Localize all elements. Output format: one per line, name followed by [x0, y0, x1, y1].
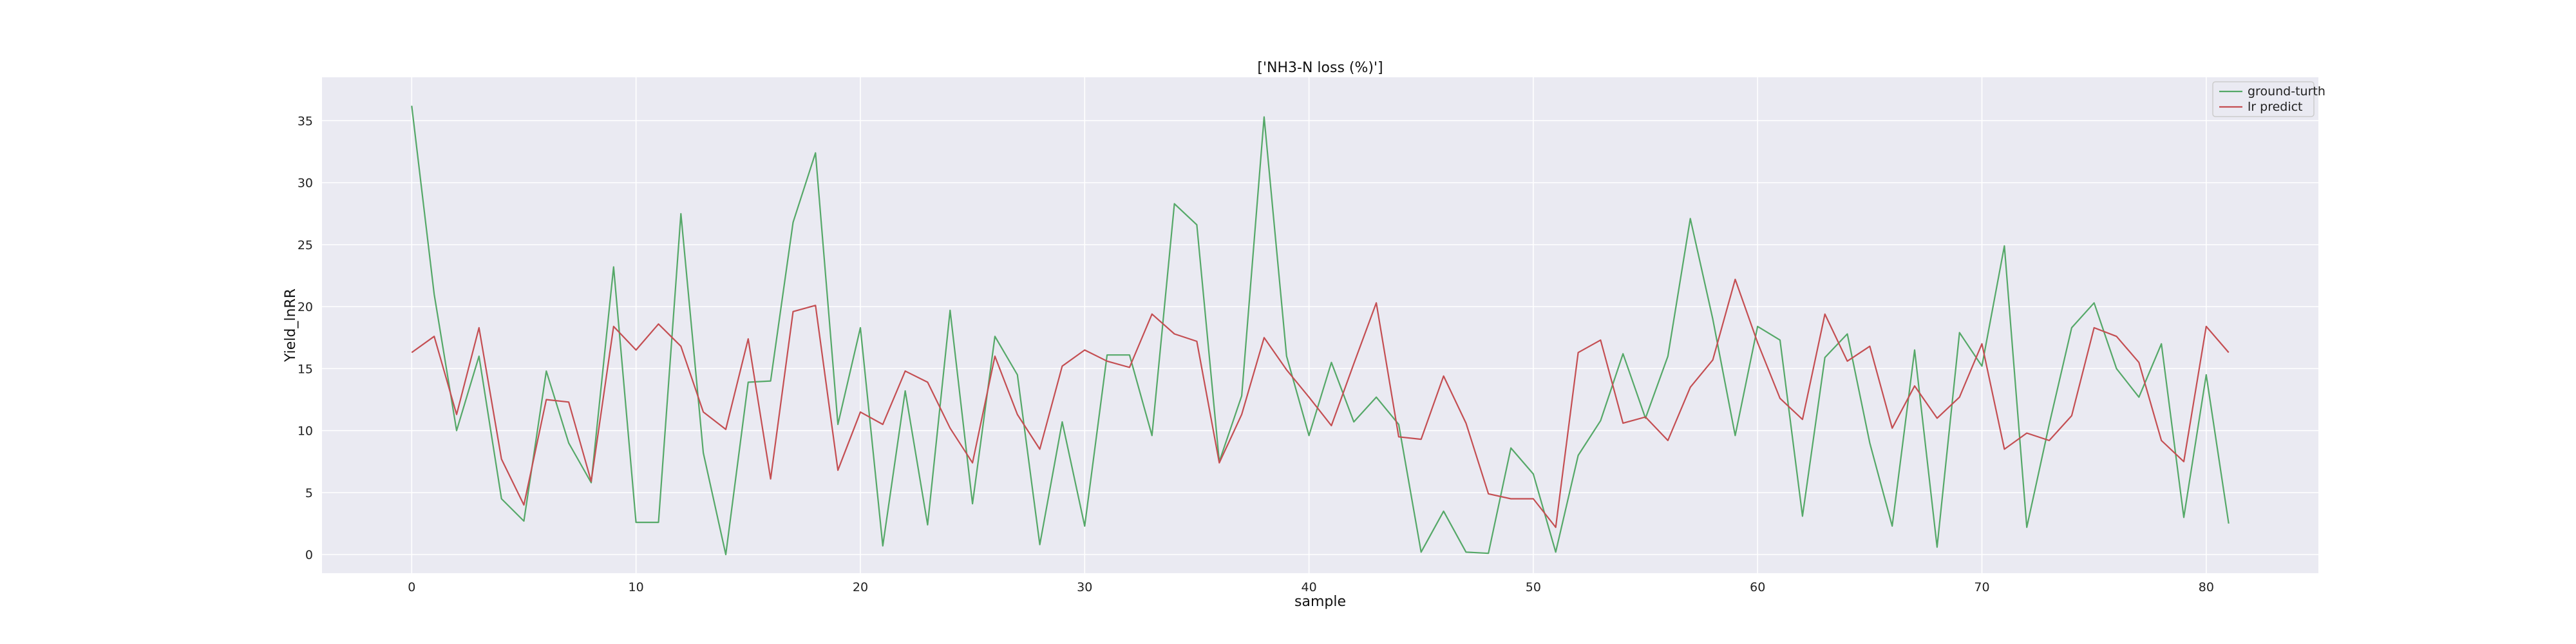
x-tick-label: 40 — [1301, 580, 1316, 594]
series-line-lr-predict — [411, 278, 2230, 528]
x-tick-label: 0 — [408, 580, 415, 594]
grid — [322, 77, 2318, 573]
x-tick-label: 80 — [2199, 580, 2214, 594]
y-tick-label: 5 — [305, 486, 313, 500]
x-tick-label: 70 — [1974, 580, 1989, 594]
x-axis-label: sample — [1294, 594, 1346, 610]
x-tick-label: 10 — [629, 580, 644, 594]
legend-label-lr-predict: lr predict — [2248, 100, 2303, 114]
y-tick-label: 30 — [298, 176, 313, 191]
y-tick-label: 20 — [298, 300, 313, 314]
x-tick-label: 30 — [1077, 580, 1092, 594]
y-tick-label: 0 — [305, 548, 313, 562]
y-tick-label: 35 — [298, 114, 313, 128]
chart-title: ['NH3-N loss (%)'] — [1257, 60, 1383, 76]
legend-box — [2212, 81, 2315, 117]
y-tick-label: 25 — [298, 238, 313, 252]
x-ticks: 0 10 20 30 40 50 60 70 80 — [408, 580, 2214, 594]
x-tick-label: 20 — [853, 580, 868, 594]
y-axis-label: Yield_lnRR — [283, 289, 299, 363]
y-tick-label: 10 — [298, 424, 313, 439]
x-tick-label: 50 — [1526, 580, 1541, 594]
y-tick-label: 15 — [298, 362, 313, 376]
series-line-ground-turth — [411, 106, 2230, 556]
y-ticks: 0 5 10 15 20 25 30 35 — [298, 114, 313, 562]
series-lines — [411, 106, 2230, 556]
plot-background — [322, 77, 2318, 573]
legend-label-ground-turth: ground-turth — [2248, 84, 2325, 99]
x-tick-label: 60 — [1750, 580, 1765, 594]
legend: ground-turth lr predict — [2212, 81, 2325, 117]
